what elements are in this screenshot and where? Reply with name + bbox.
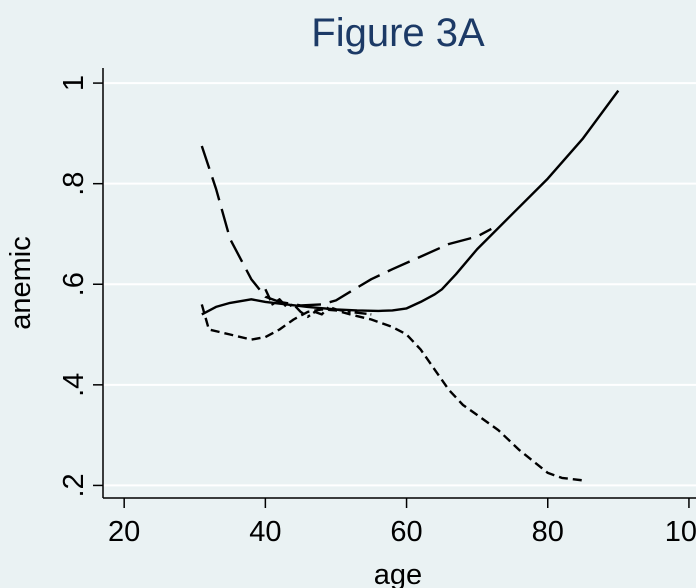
x-tick-label: 80 <box>532 516 564 548</box>
series-group <box>200 89 620 482</box>
y-tick-label: .6 <box>58 272 90 296</box>
x-tick-label: 40 <box>249 516 281 548</box>
chart-title: Figure 3A <box>311 11 485 55</box>
x-tick-label: 100 <box>665 516 696 548</box>
series-line-4 <box>264 288 372 319</box>
y-tick-label: .2 <box>58 473 90 497</box>
plot-area <box>103 68 696 498</box>
series-line-2 <box>200 145 492 307</box>
y-tick-label: .4 <box>58 373 90 397</box>
y-tick-label: .8 <box>58 172 90 196</box>
gridlines <box>103 82 696 487</box>
y-tick-label: 1 <box>58 75 90 91</box>
x-tick-label: 60 <box>390 516 422 548</box>
axes: .2 .4 .6 .8 1 20 40 60 80 100 <box>58 68 696 548</box>
series-line-1 <box>201 89 620 316</box>
y-axis-label: anemic <box>5 236 37 330</box>
x-tick-label: 20 <box>108 516 140 548</box>
x-axis-label: age <box>374 559 422 588</box>
